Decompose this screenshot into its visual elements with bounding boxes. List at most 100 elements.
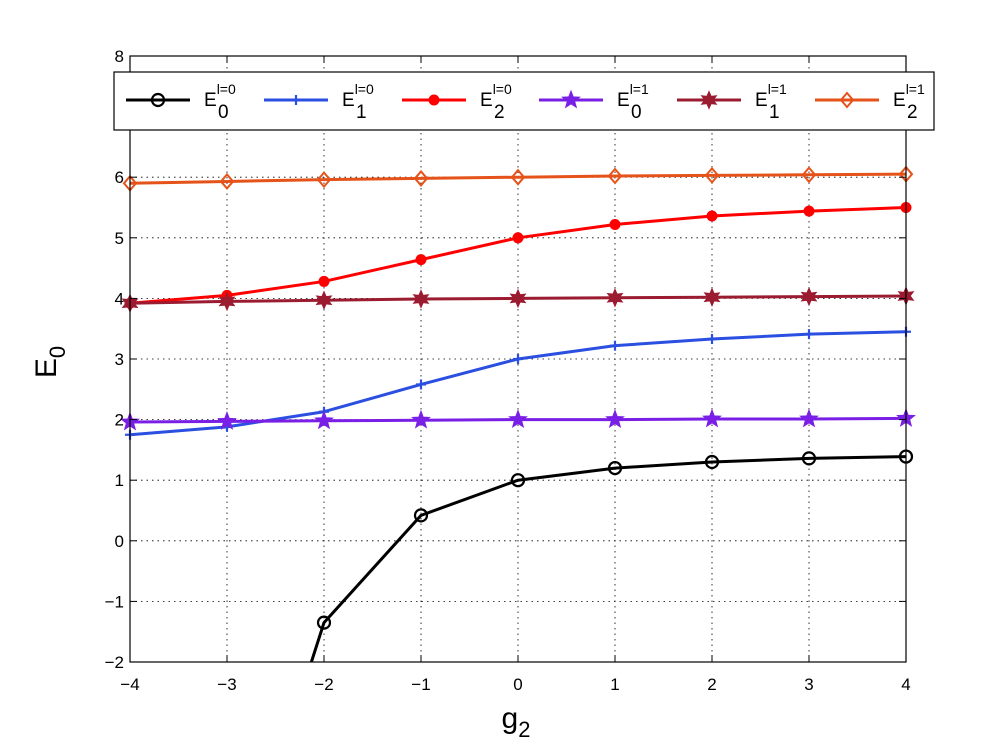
legend-label-sup: l=1 bbox=[768, 81, 787, 97]
x-tick-label: −1 bbox=[411, 675, 430, 694]
y-tick-label: 1 bbox=[115, 471, 124, 490]
legend-label-sup: l=1 bbox=[630, 81, 649, 97]
legend-label-base: E bbox=[893, 90, 906, 111]
y-tick-label: 2 bbox=[115, 411, 124, 430]
data-point bbox=[316, 615, 332, 630]
data-point bbox=[413, 169, 429, 187]
legend-label-base: E bbox=[204, 90, 217, 111]
data-point bbox=[510, 473, 526, 488]
x-tick-label: 0 bbox=[513, 675, 522, 694]
x-tick-label: 3 bbox=[804, 675, 813, 694]
legend-label-sup: l=0 bbox=[493, 81, 512, 97]
data-point bbox=[607, 167, 623, 185]
legend-item: El=0 1 bbox=[264, 81, 374, 123]
legend-item: El=1 0 bbox=[539, 81, 649, 123]
data-point bbox=[801, 451, 817, 466]
data-point bbox=[700, 90, 718, 110]
legend-label-sup: l=0 bbox=[217, 81, 236, 97]
legend-item: El=1 2 bbox=[815, 81, 925, 123]
x-tick-label: 1 bbox=[610, 675, 619, 694]
data-point bbox=[217, 411, 237, 430]
data-point bbox=[703, 287, 721, 307]
data-point bbox=[509, 288, 527, 309]
x-axis-title: g2 bbox=[502, 702, 531, 742]
data-point bbox=[801, 166, 817, 184]
data-point bbox=[702, 408, 722, 428]
legend: El=0 0El=0 1El=0 2El=1 0El=1 1El=1 2 bbox=[113, 71, 935, 131]
y-axis-title-sub: 0 bbox=[45, 346, 70, 358]
legend-label-base: E bbox=[480, 90, 493, 111]
legend-item: El=0 2 bbox=[402, 81, 512, 123]
data-point bbox=[561, 89, 581, 109]
series-line bbox=[129, 172, 907, 185]
data-point bbox=[219, 172, 235, 190]
y-tick-label: 4 bbox=[115, 289, 124, 308]
data-point bbox=[428, 94, 440, 106]
legend-label-sub: 2 bbox=[907, 102, 918, 123]
series-E0-l0 bbox=[309, 449, 914, 663]
data-point bbox=[510, 168, 526, 186]
y-axis-title-base: E bbox=[30, 358, 63, 378]
data-point bbox=[605, 409, 625, 429]
y-tick-label: 6 bbox=[115, 168, 124, 187]
data-point bbox=[704, 166, 720, 184]
legend-label-sup: l=0 bbox=[355, 81, 374, 97]
data-point bbox=[314, 410, 334, 430]
x-tick-label: 2 bbox=[707, 675, 716, 694]
data-point bbox=[412, 289, 430, 309]
data-point bbox=[707, 334, 717, 345]
legend-label: El=0 2 bbox=[480, 81, 512, 123]
y-tick-label: 0 bbox=[115, 532, 124, 551]
data-point bbox=[609, 218, 621, 230]
legend-box bbox=[113, 71, 935, 131]
data-point bbox=[291, 95, 301, 105]
data-point bbox=[799, 408, 819, 428]
data-point bbox=[415, 254, 427, 266]
data-point bbox=[218, 291, 236, 312]
data-point bbox=[607, 460, 623, 476]
data-point bbox=[804, 329, 814, 340]
axis-ticks: −4 −3 −2 −1 0 1 2 3 4 −2 −1 0 1 2 3 4 5 6 8 bbox=[105, 47, 911, 694]
x-axis-title-sub: 2 bbox=[518, 717, 530, 742]
x-tick-label: −2 bbox=[314, 675, 333, 694]
data-point bbox=[704, 454, 720, 470]
y-tick-label: −1 bbox=[105, 592, 124, 611]
data-point bbox=[318, 275, 330, 287]
legend-label: El=0 0 bbox=[204, 81, 236, 123]
legend-label-sub: 0 bbox=[631, 102, 642, 123]
data-point bbox=[610, 340, 620, 351]
data-point bbox=[839, 91, 855, 109]
data-point bbox=[706, 210, 718, 222]
data-point bbox=[150, 92, 166, 108]
legend-label: El=0 1 bbox=[342, 81, 374, 123]
legend-label-sub: 1 bbox=[356, 102, 367, 123]
data-point bbox=[416, 379, 426, 390]
legend-item: El=0 0 bbox=[126, 81, 236, 123]
x-tick-label: −3 bbox=[217, 675, 236, 694]
legend-label-sub: 0 bbox=[218, 102, 229, 123]
data-point bbox=[606, 288, 624, 308]
data-point bbox=[315, 290, 333, 310]
legend-label-base: E bbox=[755, 90, 768, 111]
legend-label-sub: 2 bbox=[494, 102, 505, 123]
x-tick-label: −4 bbox=[120, 675, 139, 694]
legend-label: El=1 1 bbox=[755, 81, 787, 123]
legend-label-base: E bbox=[342, 90, 355, 111]
y-tick-label: 3 bbox=[115, 350, 124, 369]
y-axis-title: E0 bbox=[30, 346, 70, 378]
data-point bbox=[512, 232, 524, 244]
y-tick-label: 8 bbox=[115, 47, 124, 66]
series-line bbox=[309, 455, 907, 663]
x-tick-label: 4 bbox=[901, 675, 910, 694]
y-tick-label: −2 bbox=[105, 653, 124, 672]
y-tick-label: 5 bbox=[115, 229, 124, 248]
legend-label: El=1 2 bbox=[893, 81, 925, 123]
data-point bbox=[413, 508, 429, 523]
legend-label-base: E bbox=[617, 90, 630, 111]
data-point bbox=[513, 354, 523, 364]
data-point bbox=[411, 409, 431, 429]
data-point bbox=[800, 286, 818, 307]
data-point bbox=[803, 205, 815, 217]
data-point bbox=[316, 171, 332, 189]
